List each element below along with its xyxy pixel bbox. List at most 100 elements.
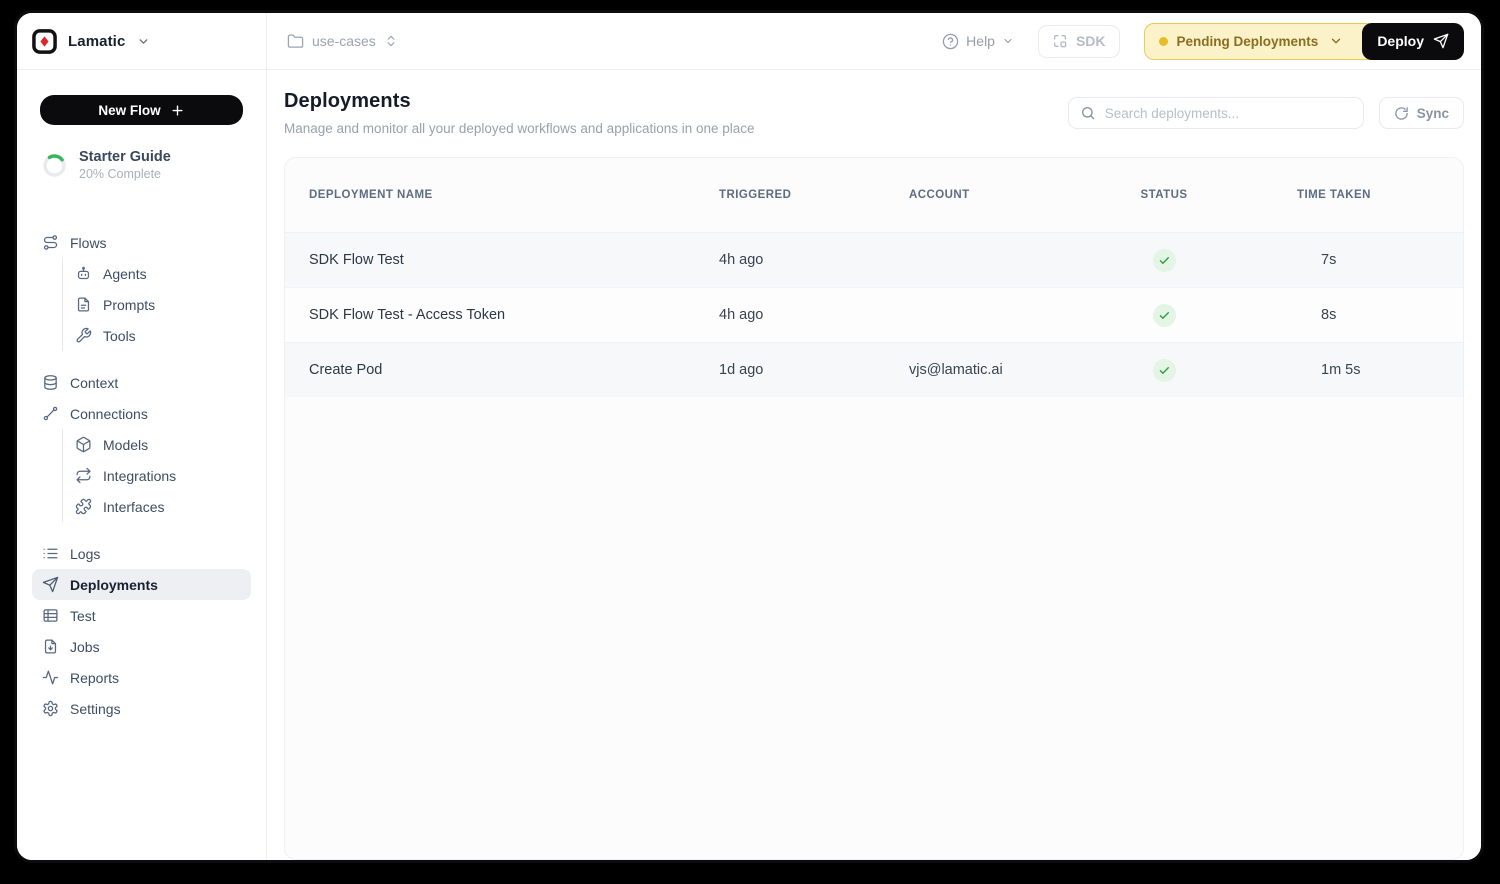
column-header-status: STATUS bbox=[1140, 189, 1188, 201]
sidebar-item-label: Interfaces bbox=[103, 498, 165, 515]
sidebar-nav: Flows Agents Prompts Tools Context Connection… bbox=[32, 227, 251, 724]
brand-menu[interactable]: Lamatic bbox=[17, 13, 267, 69]
help-circle-icon bbox=[942, 33, 959, 50]
success-check-icon bbox=[1152, 248, 1176, 272]
status-cell bbox=[1152, 358, 1176, 382]
top-bar-main: use-cases Help SDK bbox=[267, 13, 1481, 69]
time-taken-cell: 7s bbox=[1321, 252, 1337, 268]
send-icon bbox=[1433, 33, 1449, 49]
sidebar-item-label: Logs bbox=[70, 545, 101, 562]
sidebar-item-label: Settings bbox=[70, 700, 121, 717]
interfaces-icon bbox=[75, 498, 92, 515]
sync-label: Sync bbox=[1416, 105, 1449, 121]
brand-name: Lamatic bbox=[68, 32, 126, 50]
flows-icon bbox=[42, 234, 59, 251]
deployments-table: DEPLOYMENT NAME TRIGGERED ACCOUNT STATUS… bbox=[284, 157, 1464, 860]
chevron-down-icon[interactable] bbox=[1329, 34, 1343, 48]
reports-icon bbox=[42, 669, 59, 686]
sidebar-item-label: Flows bbox=[70, 234, 107, 251]
success-check-icon bbox=[1152, 358, 1176, 382]
sidebar-item-interfaces[interactable]: Interfaces bbox=[63, 491, 251, 522]
sidebar-item-integrations[interactable]: Integrations bbox=[63, 460, 251, 491]
page-title: Deployments bbox=[284, 90, 411, 112]
sidebar: New Flow Starter Guide 20% Complete Flow bbox=[17, 70, 267, 860]
sidebar-item-label: Agents bbox=[103, 265, 147, 282]
pending-dot-icon bbox=[1158, 36, 1168, 46]
sidebar-item-reports[interactable]: Reports bbox=[32, 662, 251, 693]
sidebar-item-settings[interactable]: Settings bbox=[32, 693, 251, 724]
column-header-time-taken: TIME TAKEN bbox=[1297, 189, 1371, 201]
starter-guide-progress: 20% Complete bbox=[79, 167, 161, 181]
table-header-row: DEPLOYMENT NAME TRIGGERED ACCOUNT STATUS… bbox=[285, 158, 1463, 232]
triggered-cell: 4h ago bbox=[719, 252, 764, 268]
search-input[interactable] bbox=[1104, 105, 1352, 121]
sidebar-item-jobs[interactable]: Jobs bbox=[32, 631, 251, 662]
tools-icon bbox=[75, 327, 92, 344]
new-flow-button[interactable]: New Flow bbox=[40, 95, 243, 125]
sidebar-item-label: Integrations bbox=[103, 467, 177, 484]
sidebar-item-prompts[interactable]: Prompts bbox=[63, 289, 251, 320]
pending-deployments-pill: Pending Deployments Deploy bbox=[1143, 22, 1464, 60]
top-bar: Lamatic use-cases Help bbox=[17, 13, 1481, 70]
main-content: Deployments Manage and monitor all your … bbox=[267, 70, 1481, 860]
sidebar-item-flows[interactable]: Flows bbox=[32, 227, 251, 258]
sidebar-item-label: Models bbox=[103, 436, 149, 453]
sdk-button[interactable]: SDK bbox=[1037, 24, 1120, 58]
connections-icon bbox=[42, 405, 59, 422]
sidebar-item-connections[interactable]: Connections bbox=[32, 398, 251, 429]
deployments-icon bbox=[42, 576, 59, 593]
triggered-cell: 1d ago bbox=[719, 362, 764, 378]
jobs-icon bbox=[42, 638, 59, 655]
pending-deployments-label[interactable]: Pending Deployments bbox=[1176, 33, 1319, 49]
sdk-label: SDK bbox=[1075, 33, 1106, 49]
sidebar-item-label: Context bbox=[70, 374, 119, 391]
search-box bbox=[1067, 97, 1364, 129]
sidebar-item-agents[interactable]: Agents bbox=[63, 258, 251, 289]
integrations-icon bbox=[75, 467, 92, 484]
sidebar-item-label: Deployments bbox=[70, 576, 158, 593]
sidebar-subgroup: Agents Prompts Tools bbox=[62, 258, 251, 351]
sidebar-item-tools[interactable]: Tools bbox=[63, 320, 251, 351]
sidebar-subgroup: Models Integrations Interfaces bbox=[62, 429, 251, 522]
context-icon bbox=[42, 374, 59, 391]
starter-guide-title: Starter Guide bbox=[79, 149, 171, 165]
sync-button[interactable]: Sync bbox=[1378, 97, 1464, 129]
settings-icon bbox=[42, 700, 59, 717]
project-switcher[interactable]: use-cases bbox=[287, 33, 398, 50]
status-cell bbox=[1152, 303, 1176, 327]
column-header-deployment-name: DEPLOYMENT NAME bbox=[309, 189, 433, 201]
help-menu[interactable]: Help bbox=[942, 33, 1014, 50]
lamatic-logo-icon bbox=[31, 28, 58, 55]
starter-guide[interactable]: Starter Guide 20% Complete bbox=[32, 149, 251, 181]
page-subtitle: Manage and monitor all your deployed wor… bbox=[284, 121, 755, 136]
deploy-button[interactable]: Deploy bbox=[1362, 22, 1464, 60]
sidebar-item-label: Prompts bbox=[103, 296, 156, 313]
triggered-cell: 4h ago bbox=[719, 307, 764, 323]
project-name: use-cases bbox=[312, 33, 376, 49]
sidebar-item-deployments[interactable]: Deployments bbox=[32, 569, 251, 600]
table-row[interactable]: SDK Flow Test 4h ago 7s bbox=[285, 232, 1463, 287]
deployment-name-cell: SDK Flow Test bbox=[309, 252, 404, 268]
sidebar-item-context[interactable]: Context bbox=[32, 367, 251, 398]
sidebar-item-label: Connections bbox=[70, 405, 148, 422]
status-cell bbox=[1152, 248, 1176, 272]
success-check-icon bbox=[1152, 303, 1176, 327]
table-body: SDK Flow Test 4h ago 7s SDK Flow Test - Acc… bbox=[285, 232, 1463, 397]
column-header-triggered: TRIGGERED bbox=[719, 189, 792, 201]
table-row[interactable]: Create Pod 1d ago vjs@lamatic.ai 1m 5s bbox=[285, 342, 1463, 397]
search-icon bbox=[1080, 105, 1096, 121]
agent-icon bbox=[75, 265, 92, 282]
help-label: Help bbox=[966, 33, 995, 49]
app-window: Lamatic use-cases Help bbox=[14, 10, 1484, 863]
chevron-down-icon bbox=[137, 35, 150, 48]
sidebar-item-models[interactable]: Models bbox=[63, 429, 251, 460]
sidebar-item-logs[interactable]: Logs bbox=[32, 538, 251, 569]
sidebar-item-label: Test bbox=[70, 607, 96, 624]
sidebar-item-test[interactable]: Test bbox=[32, 600, 251, 631]
table-row[interactable]: SDK Flow Test - Access Token 4h ago 8s bbox=[285, 287, 1463, 342]
account-cell: vjs@lamatic.ai bbox=[909, 362, 1003, 378]
prompt-icon bbox=[75, 296, 92, 313]
new-flow-label: New Flow bbox=[98, 102, 161, 118]
chevron-down-icon bbox=[1002, 35, 1014, 47]
sdk-frame-icon bbox=[1052, 33, 1068, 49]
